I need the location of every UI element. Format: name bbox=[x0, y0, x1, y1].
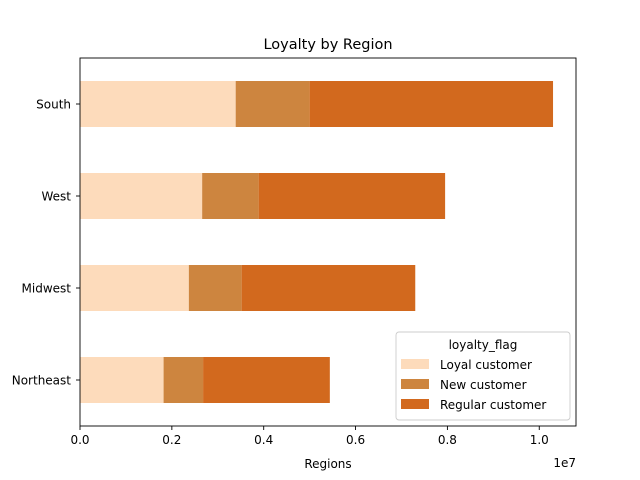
bar-south-loyal-customer bbox=[80, 81, 236, 127]
y-tick-label-south: South bbox=[36, 98, 71, 112]
axes-frame bbox=[79, 57, 577, 427]
x-tick-label: 0.4 bbox=[254, 433, 273, 447]
x-tick-label: 0.0 bbox=[70, 433, 89, 447]
chart-title: Loyalty by Region bbox=[263, 37, 392, 53]
bar-midwest-loyal-customer bbox=[80, 265, 189, 311]
legend-swatch-new-customer bbox=[401, 379, 429, 389]
legend: loyalty_flag Loyal customer New customer R… bbox=[395, 331, 571, 421]
bars-layer bbox=[80, 81, 554, 403]
legend-label-regular-customer: Regular customer bbox=[440, 398, 546, 412]
x-tick-label: 0.6 bbox=[346, 433, 365, 447]
x-tick-label: 1.0 bbox=[530, 433, 549, 447]
legend-title: loyalty_flag bbox=[449, 338, 518, 352]
legend-label-loyal-customer: Loyal customer bbox=[440, 358, 532, 372]
bar-west-new-customer bbox=[202, 173, 259, 219]
bar-south-regular-customer bbox=[309, 81, 554, 127]
legend-swatch-loyal-customer bbox=[401, 359, 429, 369]
y-tick-label-west: West bbox=[41, 190, 71, 204]
x-axis-scale-note: 1e7 bbox=[553, 456, 576, 470]
bar-west-loyal-customer bbox=[80, 173, 203, 219]
legend-items: Loyal customer New customer Regular custom… bbox=[401, 358, 546, 412]
bar-northeast-new-customer bbox=[163, 357, 204, 403]
bar-northeast-regular-customer bbox=[203, 357, 330, 403]
y-tick-label-midwest: Midwest bbox=[22, 282, 72, 296]
legend-label-new-customer: New customer bbox=[440, 378, 527, 392]
legend-swatch-regular-customer bbox=[401, 399, 429, 409]
legend-box bbox=[395, 331, 571, 421]
bar-midwest-new-customer bbox=[188, 265, 242, 311]
bar-midwest-regular-customer bbox=[241, 265, 416, 311]
x-tick-label: 0.8 bbox=[438, 433, 457, 447]
x-tick-label: 0.2 bbox=[162, 433, 181, 447]
bar-south-new-customer bbox=[235, 81, 310, 127]
bar-west-regular-customer bbox=[258, 173, 446, 219]
x-axis-ticks: 0.0 0.2 0.4 0.6 0.8 1.0 bbox=[70, 426, 549, 447]
y-axis-ticks: Northeast Midwest West South bbox=[12, 98, 80, 388]
bar-northeast-loyal-customer bbox=[80, 357, 164, 403]
x-axis-label: Regions bbox=[304, 457, 351, 471]
y-tick-label-northeast: Northeast bbox=[12, 374, 72, 388]
